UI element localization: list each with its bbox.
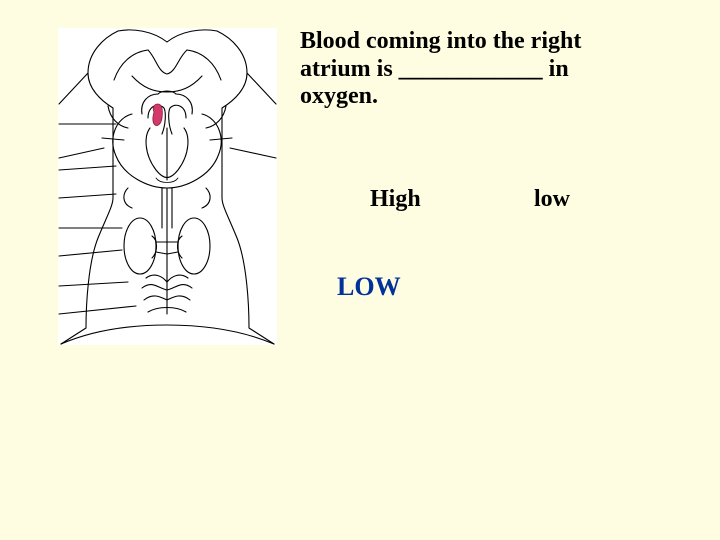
slide-canvas: Blood coming into the right atrium is __… (0, 0, 720, 540)
option-high[interactable]: High (370, 186, 421, 213)
answer-text: LOW (337, 272, 401, 302)
question-line-1: Blood coming into the right (300, 28, 581, 54)
anatomy-diagram (58, 28, 277, 345)
question-text: Blood coming into the right atrium is __… (300, 28, 700, 111)
question-line-3: oxygen. (300, 83, 378, 109)
question-line-2: atrium is ____________ in (300, 56, 569, 82)
option-low[interactable]: low (534, 186, 570, 213)
